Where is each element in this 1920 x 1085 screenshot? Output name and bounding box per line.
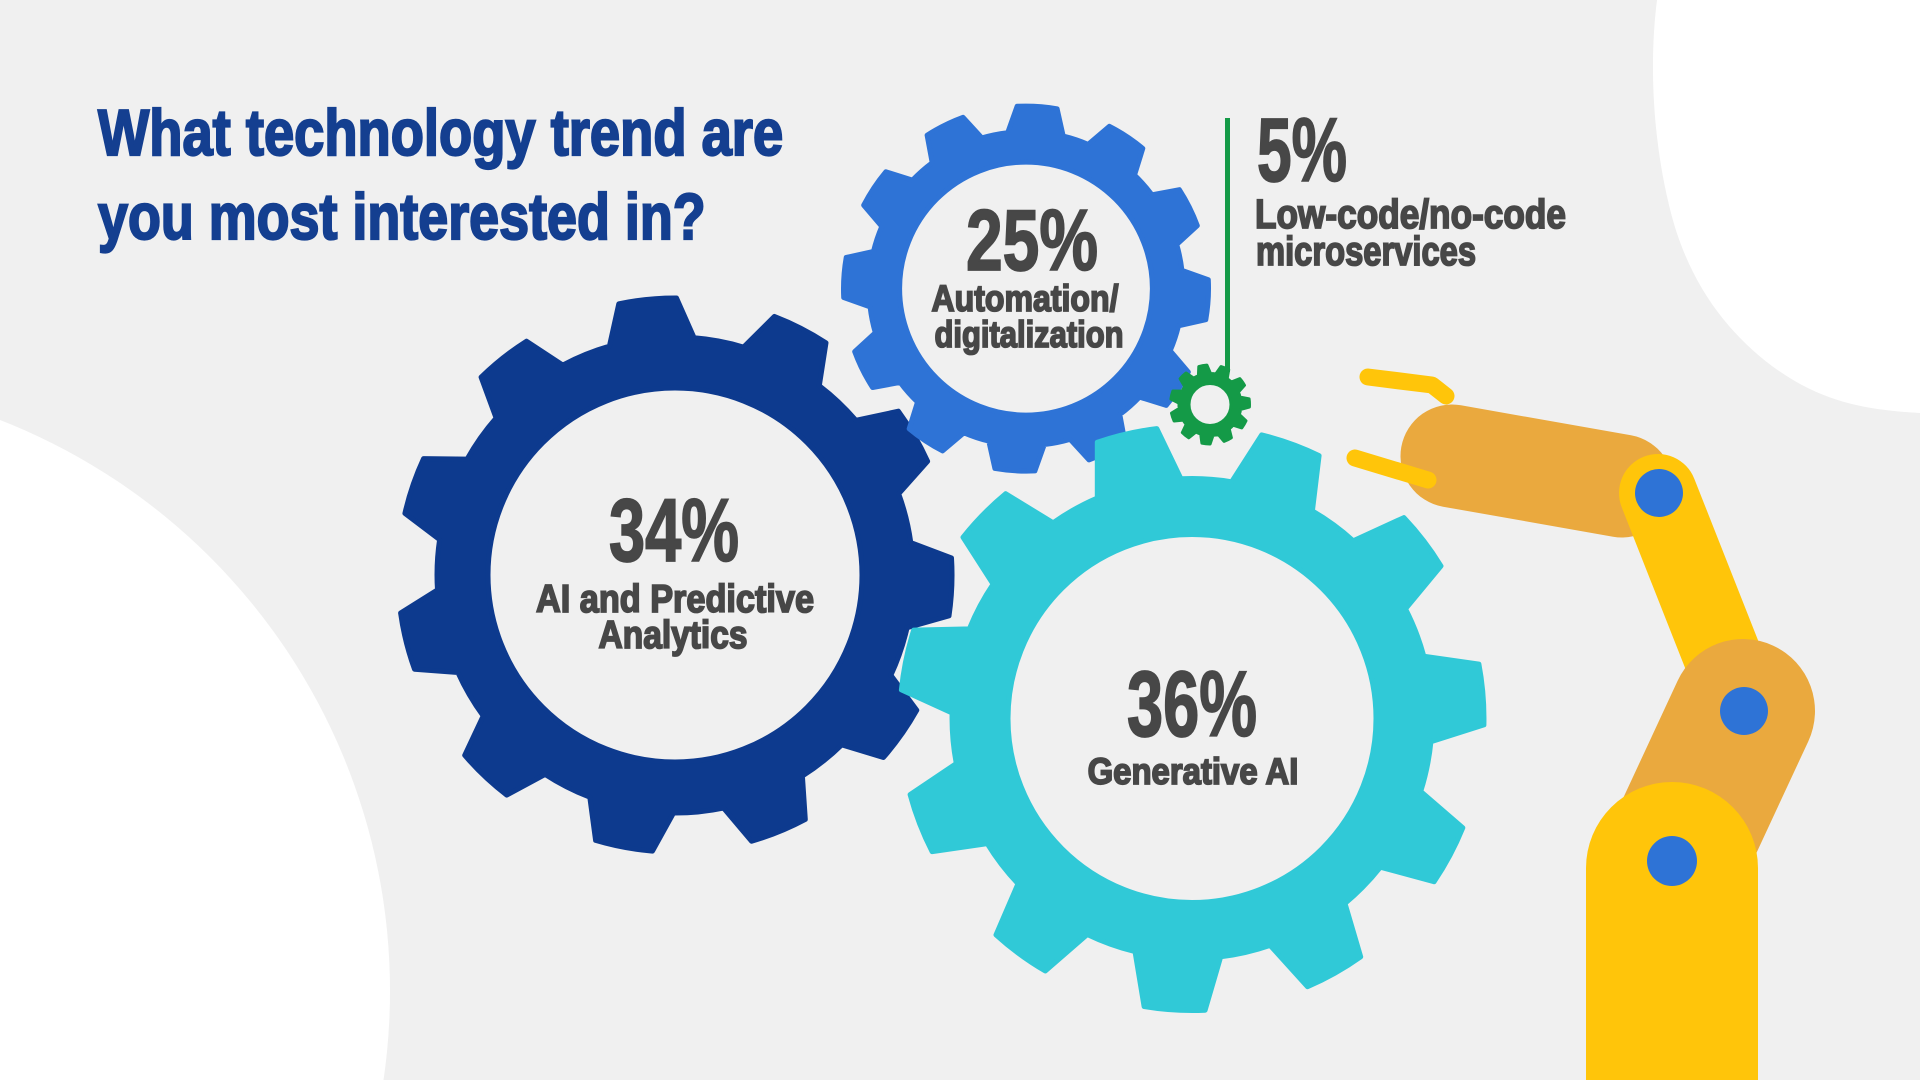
svg-text:Low-code/no-code: Low-code/no-code [1255, 192, 1566, 238]
svg-text:AI and Predictive: AI and Predictive [536, 577, 814, 621]
svg-text:5%: 5% [1257, 101, 1347, 201]
svg-text:Generative AI: Generative AI [1088, 751, 1299, 792]
svg-text:you most interested in?: you most interested in? [98, 180, 706, 253]
svg-text:Automation/: Automation/ [931, 279, 1118, 320]
svg-text:What technology trend are: What technology trend are [98, 96, 783, 169]
svg-text:microservices: microservices [1256, 227, 1476, 273]
svg-text:34%: 34% [609, 480, 739, 581]
svg-text:digitalization: digitalization [935, 314, 1124, 355]
svg-text:Analytics: Analytics [599, 613, 748, 657]
svg-text:36%: 36% [1127, 653, 1257, 757]
svg-text:25%: 25% [966, 194, 1098, 289]
